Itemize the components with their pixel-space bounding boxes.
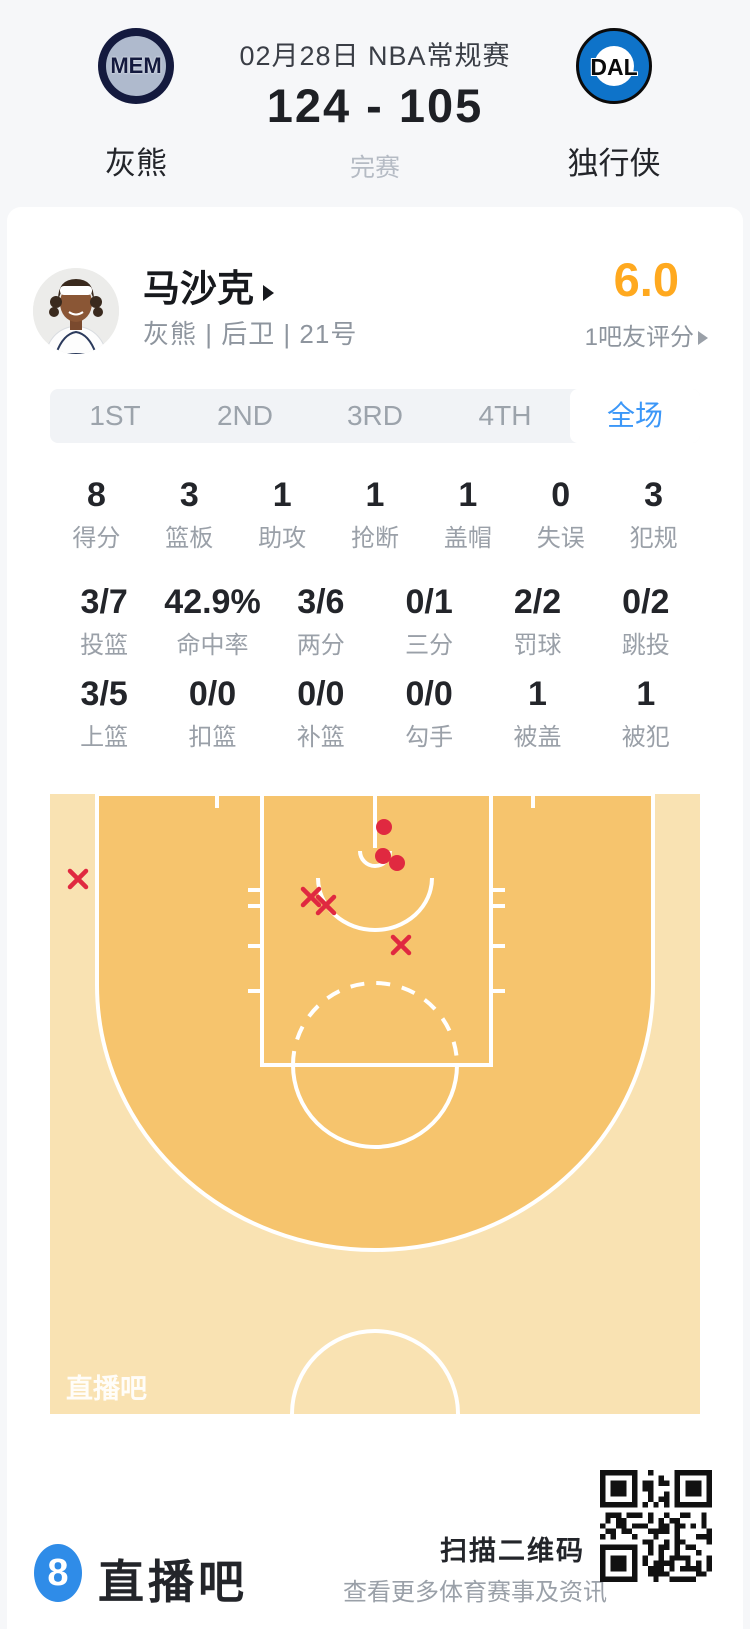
lane-key bbox=[260, 794, 493, 1067]
stat-assists: 1 助攻 bbox=[258, 476, 307, 552]
chevron-right-icon bbox=[263, 285, 274, 301]
home-team: MEM 灰熊 bbox=[61, 28, 211, 183]
qr-code bbox=[600, 1470, 712, 1582]
away-team-logo: DAL bbox=[576, 28, 652, 104]
missed-shot-marker bbox=[300, 886, 322, 908]
rating-votes-label: 1吧友评分 bbox=[584, 324, 694, 351]
free-throw-circle-dashed bbox=[291, 981, 459, 1066]
away-team-name: 独行侠 bbox=[567, 146, 661, 181]
stat-row-basic: 8 得分 3 篮板 1 助攻 1 抢断 1 盖帽 0 失误 3 犯规 bbox=[50, 476, 700, 553]
stat-blocked: 1 被盖 bbox=[513, 675, 562, 751]
stat-fouls: 3 犯规 bbox=[629, 476, 678, 552]
stat-layup: 3/5 上篮 bbox=[80, 675, 129, 751]
brand-logo-icon: 8 bbox=[34, 1544, 82, 1602]
rating-box[interactable]: 6.0 1吧友评分 bbox=[585, 252, 708, 352]
away-team: DAL 独行侠 bbox=[539, 28, 689, 183]
stat-row-shooting: 3/7 投篮 42.9% 命中率 3/6 两分 0/1 三分 2/2 罚球 0/2 跳投 bbox=[50, 583, 700, 660]
rating-votes-link[interactable]: 1吧友评分 bbox=[585, 317, 708, 352]
qr-scan-subtitle: 查看更多体育赛事及资讯 bbox=[343, 1579, 607, 1606]
stat-2pt: 3/6 两分 bbox=[296, 583, 345, 659]
shot-chart-markers bbox=[67, 819, 412, 956]
stat-fouled: 1 被犯 bbox=[621, 675, 670, 751]
match-date-title: 02月28日 NBA常规赛 bbox=[239, 41, 511, 71]
player-avatar-image bbox=[33, 268, 119, 354]
match-status: 完赛 bbox=[349, 154, 400, 182]
made-shot-marker bbox=[389, 855, 405, 871]
stat-fg-pct: 42.9% 命中率 bbox=[164, 583, 261, 659]
player-name: 马沙克 bbox=[143, 268, 254, 309]
missed-shot-marker bbox=[315, 894, 337, 916]
stat-steals: 1 抢断 bbox=[351, 476, 399, 552]
qr-scan-title: 扫描二维码 bbox=[440, 1536, 585, 1566]
stat-3pt: 0/1 三分 bbox=[405, 583, 454, 659]
stat-rebounds: 3 篮板 bbox=[165, 476, 214, 552]
missed-shot-marker bbox=[67, 868, 89, 890]
tab-full-game[interactable]: 全场 bbox=[570, 389, 700, 443]
match-score: 124 - 105 bbox=[266, 79, 484, 132]
made-shot-marker bbox=[375, 848, 391, 864]
lane-hash-marks-right bbox=[491, 888, 505, 993]
home-team-logo: MEM bbox=[98, 28, 174, 104]
away-team-abbr: DAL bbox=[590, 54, 638, 80]
free-throw-circle-solid bbox=[291, 1064, 459, 1149]
shot-chart: 直播吧 bbox=[50, 794, 700, 1414]
stat-hook: 0/0 勾手 bbox=[405, 675, 454, 751]
player-avatar[interactable] bbox=[33, 268, 119, 354]
missed-shot-marker bbox=[390, 934, 412, 956]
lane-hash-marks-left bbox=[248, 888, 262, 993]
tab-4th[interactable]: 4TH bbox=[478, 400, 532, 431]
stat-blocks: 1 盖帽 bbox=[443, 476, 492, 552]
home-team-name: 灰熊 bbox=[105, 146, 167, 181]
player-meta: 灰熊 | 后卫 | 21号 bbox=[143, 319, 358, 349]
center-circle bbox=[290, 1329, 460, 1414]
home-logo-inner-circle bbox=[106, 36, 166, 96]
player-name-link[interactable]: 马沙克 bbox=[143, 258, 274, 312]
court-watermark: 直播吧 bbox=[66, 1374, 147, 1404]
tab-1st[interactable]: 1ST bbox=[89, 400, 141, 431]
three-point-line bbox=[95, 794, 655, 1252]
stat-fg: 3/7 投篮 bbox=[80, 583, 129, 659]
made-shot-marker bbox=[376, 819, 392, 835]
tab-2nd[interactable]: 2ND bbox=[216, 400, 273, 431]
quarter-tabs: 1ST 2ND 3RD 4TH 全场 bbox=[50, 389, 700, 443]
home-team-abbr: MEM bbox=[110, 53, 162, 78]
tab-3rd[interactable]: 3RD bbox=[346, 400, 403, 431]
stat-putback: 0/0 补篮 bbox=[296, 675, 345, 751]
stat-turnovers: 0 失误 bbox=[536, 476, 585, 552]
stat-dunk: 0/0 扣篮 bbox=[188, 675, 237, 751]
stat-ft: 2/2 罚球 bbox=[513, 583, 562, 659]
brand-name: 直播吧 bbox=[98, 1556, 248, 1608]
stat-points: 8 得分 bbox=[72, 476, 121, 552]
stat-jumpshot: 0/2 跳投 bbox=[621, 583, 670, 659]
chevron-right-icon bbox=[698, 331, 708, 345]
rating-value: 6.0 bbox=[613, 253, 679, 306]
stat-row-detail: 3/5 上篮 0/0 扣篮 0/0 补篮 0/0 勾手 1 被盖 1 被犯 bbox=[50, 675, 700, 752]
away-logo-inner-circle bbox=[594, 46, 634, 86]
